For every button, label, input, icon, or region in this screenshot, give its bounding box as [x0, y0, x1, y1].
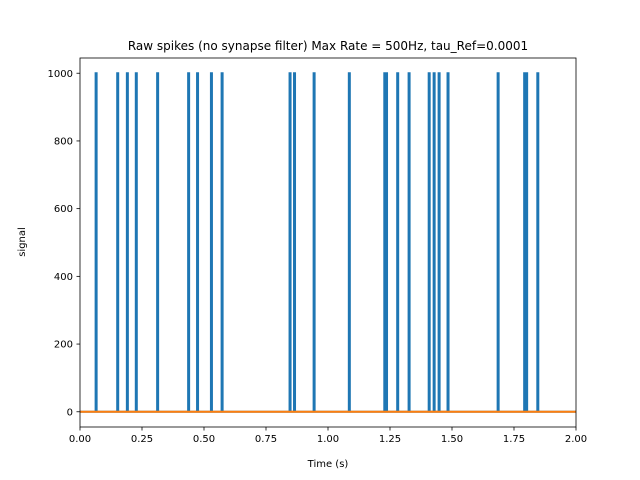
axes: 0.00 0.25 0.50 0.75 1.00 1.25 1.50 1.75 2.00 0 200… [48, 57, 587, 445]
plot-area [80, 72, 576, 413]
x-tick-label-8: 2.00 [565, 434, 587, 445]
x-tick-label-0: 0.00 [69, 434, 91, 445]
x-tick-label-2: 0.50 [193, 434, 215, 445]
y-tick-label-3: 600 [54, 204, 73, 215]
x-tick-label-4: 1.00 [317, 434, 339, 445]
chart-title: Raw spikes (no synapse filter) Max Rate … [128, 39, 528, 53]
y-tick-label-2: 400 [54, 272, 73, 283]
y-axis-label: signal [17, 227, 28, 257]
x-tick-label-7: 1.75 [503, 434, 525, 445]
x-axis-label: Time (s) [307, 459, 349, 470]
y-tick-label-5: 1000 [48, 69, 73, 80]
x-tick-label-1: 0.25 [131, 434, 153, 445]
y-tick-label-1: 200 [54, 340, 73, 351]
y-tick-label-0: 0 [67, 407, 73, 418]
x-tick-label-6: 1.50 [441, 434, 463, 445]
x-tick-label-5: 1.25 [379, 434, 401, 445]
x-tick-label-3: 0.75 [255, 434, 277, 445]
y-tick-label-4: 800 [54, 137, 73, 148]
